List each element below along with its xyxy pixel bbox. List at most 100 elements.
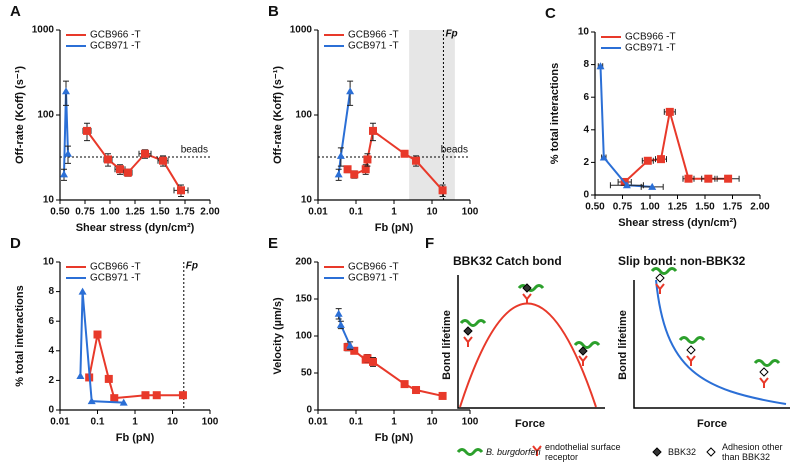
point	[336, 320, 345, 328]
point	[334, 170, 343, 178]
legend-label: GCB966 -T	[348, 30, 399, 41]
point	[622, 181, 631, 189]
x-axis-label: Fb (pN)	[375, 432, 414, 444]
y-tick-label: 1000	[290, 25, 313, 36]
y-tick-label: 8	[48, 286, 54, 297]
point	[350, 170, 359, 179]
panel-letter: B	[268, 3, 279, 20]
point	[152, 391, 161, 400]
point	[141, 391, 150, 400]
point	[159, 156, 167, 165]
reference-label: Fp	[186, 261, 198, 272]
point	[438, 391, 447, 400]
y-tick-label: 6	[583, 92, 589, 103]
shaded-range	[409, 30, 455, 200]
point	[346, 87, 355, 95]
point	[104, 374, 113, 383]
point	[599, 153, 608, 161]
y-tick-label: 50	[301, 368, 313, 379]
y-tick-label: 100	[295, 331, 312, 342]
x-tick-label: 1	[132, 417, 138, 428]
x-axis-label: Force	[697, 418, 727, 430]
point	[665, 107, 674, 116]
catch-curve	[459, 302, 597, 408]
point	[60, 170, 68, 178]
legend-text: endothelial surface receptor	[545, 442, 621, 462]
diagram: F BBK32 Catch bond Slip bond: non-BBK32 …	[425, 235, 790, 457]
panel-letter: A	[10, 3, 21, 20]
diamond-icons	[463, 273, 769, 457]
point	[83, 126, 91, 135]
legend-text: Adhesion other than BBK32	[722, 442, 783, 462]
receptor-icons	[463, 283, 769, 456]
y-tick-label: 0	[48, 405, 54, 416]
x-axis-label: Force	[515, 418, 545, 430]
series-line	[599, 66, 653, 188]
point	[368, 126, 377, 135]
y-tick-label: 4	[48, 345, 54, 356]
point	[62, 87, 70, 95]
x-tick-label: 1.50	[150, 207, 170, 218]
y-axis-label: Off-rate (Koff) (s⁻¹)	[272, 66, 284, 164]
y-tick-label: 2	[48, 375, 54, 386]
x-tick-label: 0.75	[613, 202, 633, 213]
axis	[594, 32, 760, 196]
point	[336, 151, 345, 159]
reference-label: beads	[441, 145, 468, 156]
y-tick-label: 200	[295, 257, 312, 268]
point	[704, 174, 713, 183]
point	[412, 386, 421, 395]
y-tick-label: 10	[43, 195, 55, 206]
legend-label: GCB971 -T	[90, 41, 141, 52]
point	[343, 165, 352, 174]
point	[334, 309, 343, 317]
point	[363, 155, 372, 164]
point	[412, 156, 421, 165]
bacteria-icons	[456, 267, 781, 456]
y-tick-label: 10	[43, 257, 55, 268]
y-axis-label: Bond lifetime	[617, 310, 629, 380]
x-tick-label: 0.01	[308, 207, 328, 218]
x-tick-label: 100	[202, 417, 219, 428]
slip-curve	[655, 279, 787, 405]
y-tick-label: 0	[583, 190, 589, 201]
y-axis-label: Velocity (µm/s)	[272, 297, 284, 375]
x-tick-label: 0.01	[50, 417, 70, 428]
x-tick-label: 0.1	[91, 417, 105, 428]
x-tick-label: 1.75	[175, 207, 195, 218]
point	[64, 149, 72, 157]
panel-letter: F	[425, 235, 434, 252]
point	[684, 174, 693, 183]
axis	[457, 275, 605, 409]
point	[596, 62, 605, 70]
legend-text: B. burgdorferi	[486, 447, 541, 457]
point	[93, 330, 102, 339]
x-tick-label: 1	[391, 417, 397, 428]
y-axis-label: % total interactions	[14, 285, 26, 386]
point	[400, 149, 409, 158]
point	[368, 357, 377, 366]
x-tick-label: 2.00	[200, 207, 220, 218]
legend-label: GCB966 -T	[90, 262, 141, 273]
y-tick-label: 10	[301, 195, 313, 206]
legend-label: GCB966 -T	[625, 32, 676, 43]
point	[141, 149, 149, 158]
point	[177, 186, 185, 195]
x-tick-label: 0.50	[50, 207, 70, 218]
point	[438, 186, 447, 195]
y-tick-label: 4	[583, 124, 589, 135]
point	[643, 156, 652, 165]
series-line	[624, 111, 729, 183]
point	[648, 182, 657, 190]
legend-label: GCB971 -T	[348, 41, 399, 52]
reference-label: beads	[181, 145, 208, 156]
diagram-title: Slip bond: non-BBK32	[618, 254, 746, 268]
point	[361, 165, 370, 174]
y-tick-label: 6	[48, 316, 54, 327]
legend-label: GCB966 -T	[348, 262, 399, 273]
y-tick-label: 1000	[32, 25, 55, 36]
y-axis-label: Off-rate (Koff) (s⁻¹)	[14, 66, 26, 164]
point	[178, 391, 187, 400]
axis	[59, 262, 210, 411]
